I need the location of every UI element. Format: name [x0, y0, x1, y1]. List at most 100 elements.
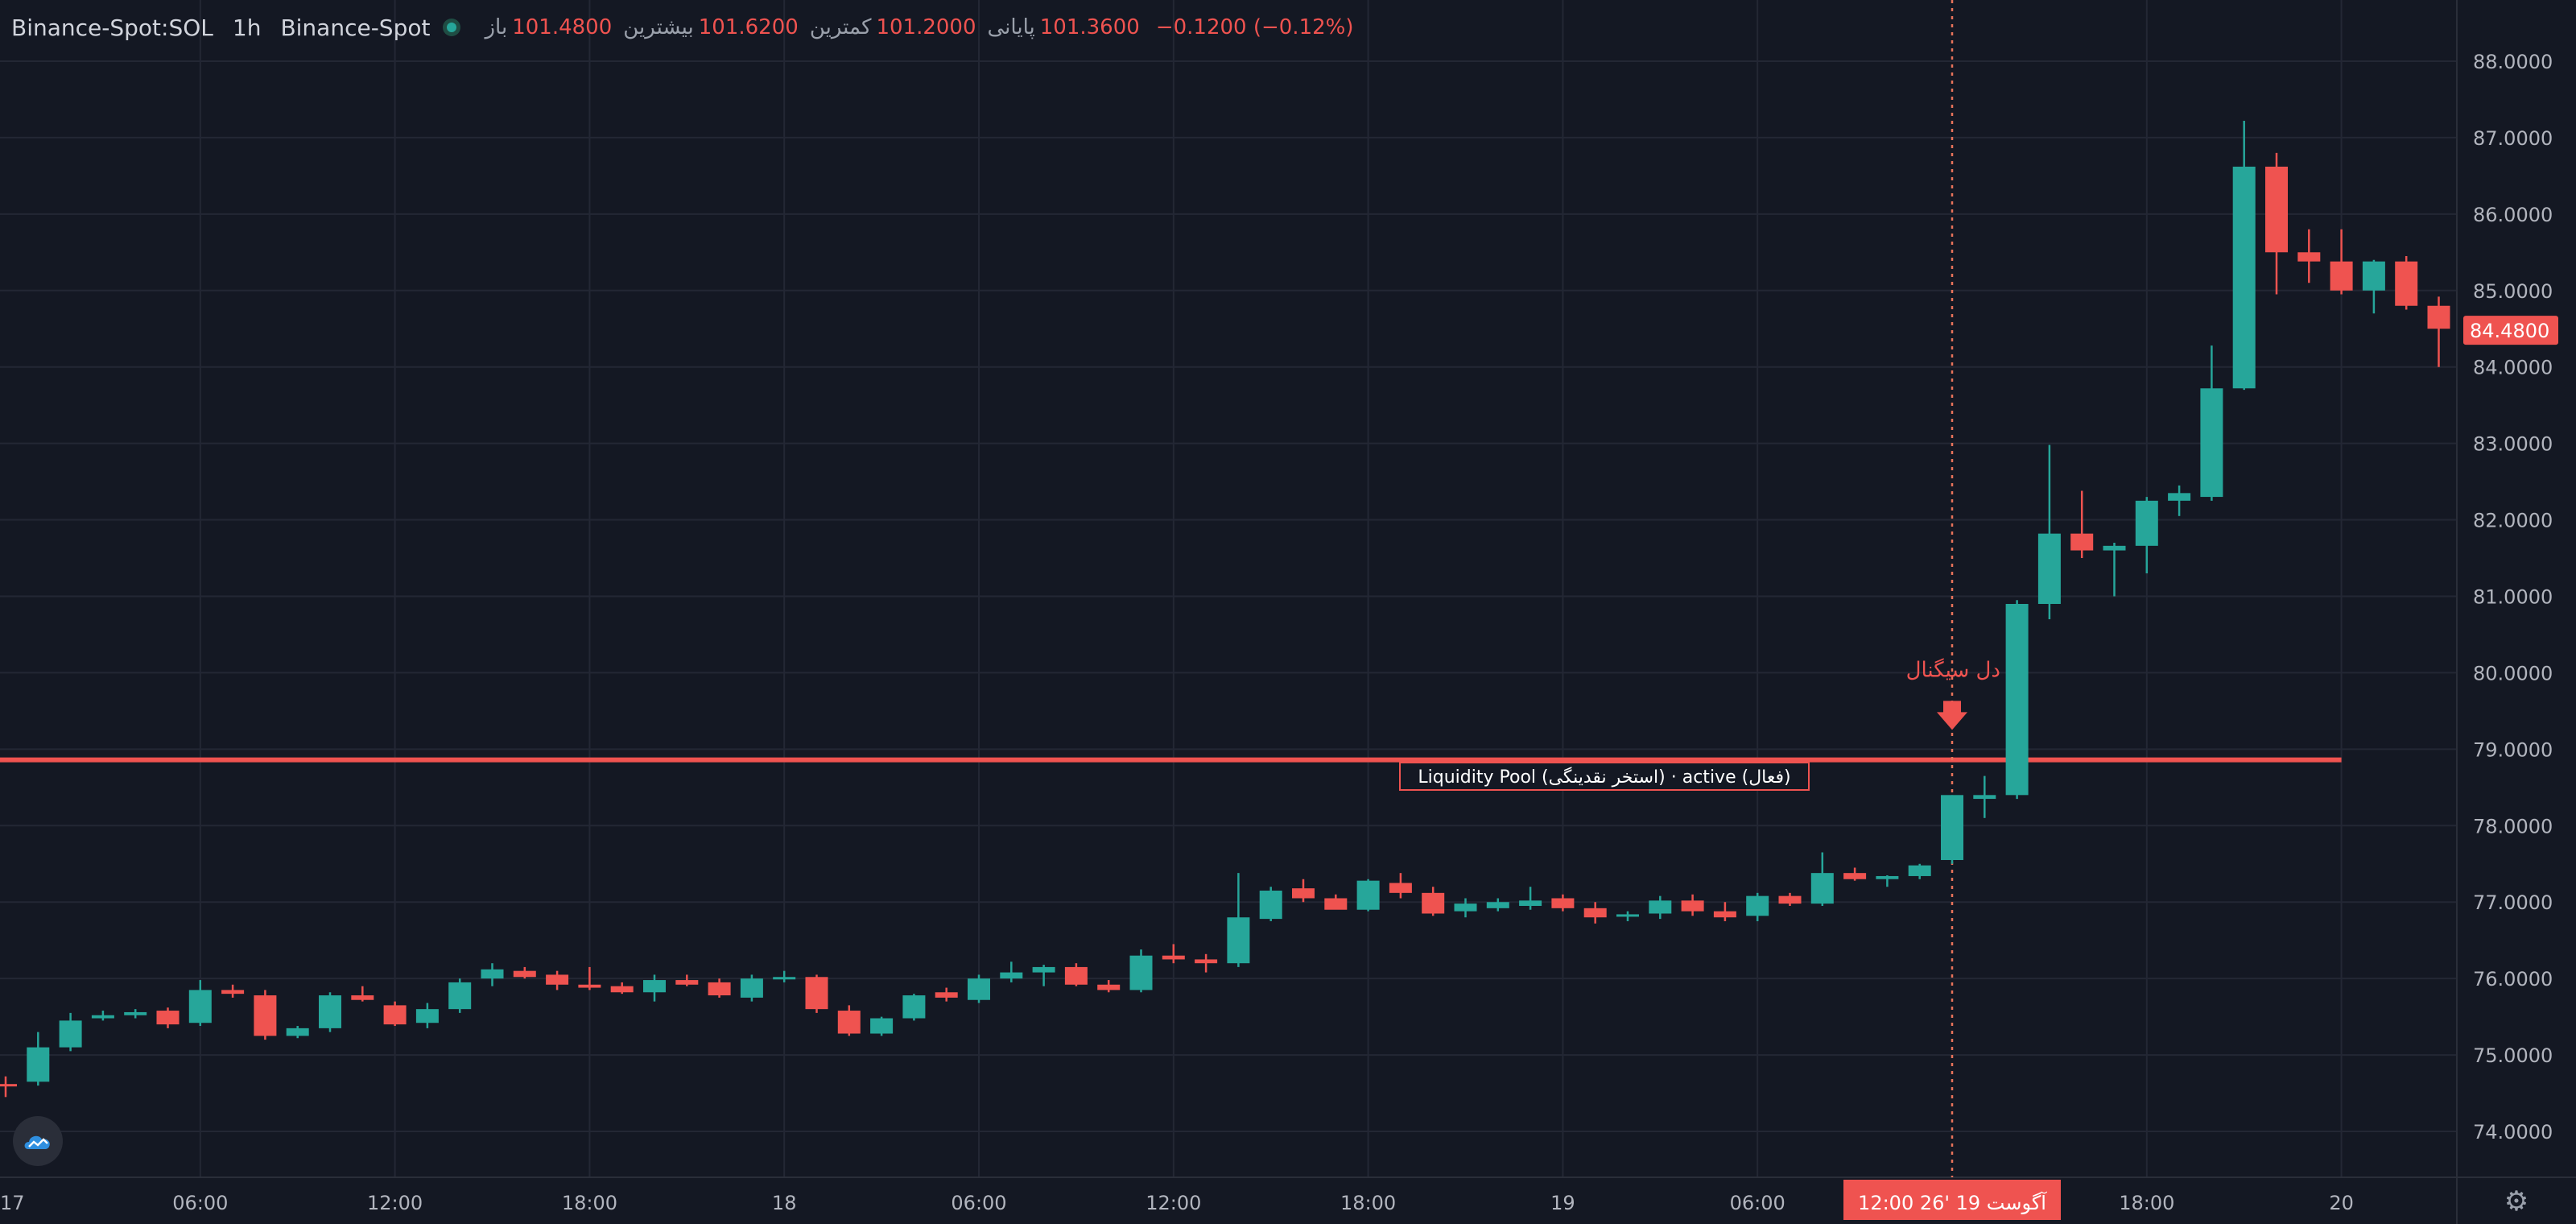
- time-tick-label: 12:00: [367, 1192, 423, 1214]
- price-tick-label: 85.0000: [2473, 280, 2553, 303]
- price-tick-label: 82.0000: [2473, 510, 2553, 532]
- candle-up: [740, 978, 763, 998]
- candle-down: [2297, 252, 2321, 262]
- candle-up: [2168, 493, 2191, 501]
- candle-down: [2330, 261, 2353, 291]
- high-label: بیشترین: [623, 15, 694, 39]
- signal-arrow-icon: [1937, 701, 1967, 730]
- candle-up: [27, 1047, 50, 1082]
- candle-down: [2265, 166, 2288, 253]
- time-tick-label: 17: [0, 1192, 25, 1214]
- change-value: −0.1200 (−0.12%): [1155, 15, 1354, 39]
- price-tick-label: 77.0000: [2473, 891, 2553, 914]
- candle-down: [1843, 873, 1867, 879]
- candle-up: [1454, 904, 1477, 912]
- open-label: باز: [485, 15, 508, 39]
- candle-up: [2362, 261, 2385, 291]
- price-tick-label: 84.0000: [2473, 357, 2553, 379]
- candle-down: [675, 980, 699, 985]
- candle-up: [1486, 902, 1509, 908]
- candle-up: [91, 1015, 114, 1019]
- candle-down: [351, 995, 374, 1000]
- candle-up: [1746, 895, 1769, 916]
- price-tick-label: 83.0000: [2473, 433, 2553, 456]
- candle-up: [1810, 873, 1834, 904]
- candle-up: [902, 995, 926, 1019]
- candle-down: [578, 984, 601, 988]
- candle-down: [546, 974, 569, 985]
- price-tick-label: 80.0000: [2473, 662, 2553, 684]
- time-tick-label: 06:00: [1730, 1192, 1785, 1214]
- candle-down: [1195, 959, 1218, 964]
- candle-down: [1422, 892, 1445, 914]
- ohlc-values: باز 101.4800 بیشترین 101.6200 کمترین 101.20…: [485, 15, 1364, 39]
- candle-up: [1129, 955, 1153, 990]
- candle-up: [2135, 500, 2158, 546]
- candle-down: [1583, 908, 1607, 918]
- price-tick-label: 81.0000: [2473, 585, 2553, 608]
- tradingview-cloud-icon[interactable]: [13, 1116, 63, 1166]
- time-tick-label: 18:00: [2119, 1192, 2174, 1214]
- candle-down: [1064, 966, 1088, 985]
- candle-down: [708, 982, 731, 996]
- time-tick-label: 18:00: [562, 1192, 617, 1214]
- candle-down: [2427, 305, 2450, 329]
- candle-up: [2103, 545, 2126, 551]
- candle-up: [286, 1028, 309, 1036]
- time-tick-label: 06:00: [172, 1192, 228, 1214]
- liquidity-pool-label-box: [1399, 762, 1810, 791]
- low-value: 101.2000: [876, 15, 976, 39]
- price-tick-label: 88.0000: [2473, 51, 2553, 73]
- symbol-legend: Binance-Spot:SOL 1h Binance-Spot باز 101.…: [11, 11, 1365, 43]
- price-tick-label: 78.0000: [2473, 815, 2553, 837]
- exchange-label: Binance-Spot: [280, 14, 431, 41]
- candle-down: [1389, 883, 1412, 893]
- current-price-badge: [2463, 316, 2558, 345]
- candle-down: [0, 1084, 17, 1087]
- candle-up: [1000, 972, 1023, 979]
- candle-down: [1778, 895, 1802, 904]
- candle-up: [2232, 166, 2256, 389]
- candle-up: [1519, 900, 1542, 906]
- time-tick-label: 12:00: [1146, 1192, 1201, 1214]
- candle-up: [773, 977, 796, 980]
- candle-up: [1616, 914, 1639, 917]
- candle-up: [1973, 795, 1996, 800]
- candle-up: [481, 969, 504, 979]
- live-dot-icon: [443, 19, 461, 36]
- signal-label: دل سیگنال: [1906, 657, 2000, 682]
- price-tick-label: 75.0000: [2473, 1044, 2553, 1067]
- crosshair-time-badge: [1843, 1180, 2061, 1220]
- open-value: 101.4800: [512, 15, 613, 39]
- close-label: پایانی: [987, 15, 1035, 39]
- time-tick-label: 18:00: [1340, 1192, 1396, 1214]
- candle-up: [415, 1009, 439, 1023]
- candle-up: [1356, 880, 1380, 910]
- candle-up: [1032, 966, 1055, 973]
- time-tick-label: 18: [772, 1192, 797, 1214]
- candle-up: [968, 978, 990, 1000]
- candle-up: [1876, 875, 1899, 879]
- candle-up: [124, 1011, 147, 1015]
- candle-up: [1941, 795, 1963, 861]
- candle-down: [513, 970, 536, 978]
- candle-up: [2005, 603, 2029, 796]
- candle-down: [1713, 911, 1736, 918]
- candle-down: [1551, 898, 1575, 908]
- price-tick-label: 79.0000: [2473, 738, 2553, 761]
- gear-icon[interactable]: ⚙: [2504, 1185, 2529, 1218]
- candle-up: [59, 1020, 82, 1048]
- candle-down: [935, 992, 958, 998]
- close-value: 101.3600: [1039, 15, 1140, 39]
- candle-down: [610, 986, 634, 993]
- time-tick-label: 20: [2329, 1192, 2354, 1214]
- candle-up: [319, 995, 341, 1028]
- candle-down: [254, 995, 277, 1036]
- high-value: 101.6200: [698, 15, 799, 39]
- candle-down: [383, 1005, 407, 1025]
- candle-down: [805, 977, 828, 1010]
- interval-label[interactable]: 1h: [232, 14, 262, 41]
- symbol-name[interactable]: Binance-Spot:SOL: [11, 14, 213, 41]
